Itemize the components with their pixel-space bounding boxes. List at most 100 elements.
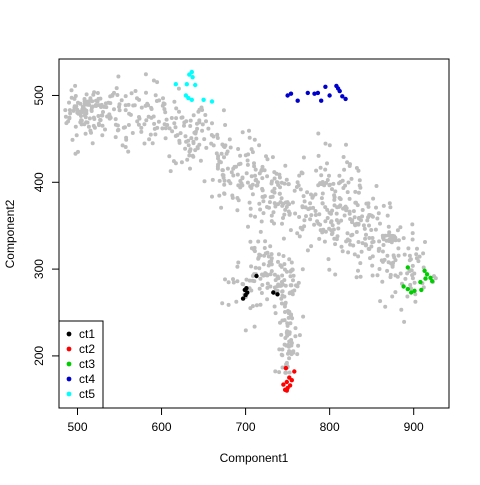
background-point — [432, 274, 436, 279]
background-point — [237, 162, 241, 167]
legend-marker-ct1 — [66, 331, 72, 337]
background-point — [202, 137, 207, 142]
background-point — [222, 191, 227, 196]
background-point — [297, 333, 302, 338]
background-point — [152, 126, 157, 131]
background-point — [318, 228, 323, 233]
background-point — [260, 194, 265, 199]
background-point — [200, 122, 205, 127]
background-point — [278, 185, 282, 190]
background-point — [370, 263, 375, 268]
background-point — [279, 280, 284, 285]
background-point — [309, 213, 314, 218]
background-point — [139, 105, 144, 110]
background-point — [101, 110, 105, 114]
background-point — [406, 246, 411, 251]
background-point — [198, 158, 203, 163]
background-point — [94, 104, 99, 108]
background-point — [177, 138, 182, 143]
background-point — [84, 92, 89, 97]
background-point — [202, 179, 207, 184]
background-point — [407, 258, 412, 263]
background-point — [301, 194, 306, 199]
background-point — [347, 238, 352, 243]
y-axis-label: Component2 — [3, 199, 17, 268]
background-point — [325, 216, 330, 220]
data-point-ct2 — [283, 365, 289, 371]
background-point — [178, 131, 183, 136]
background-point — [150, 141, 155, 146]
background-point — [254, 183, 259, 188]
background-point — [304, 214, 308, 219]
background-point — [92, 90, 97, 95]
background-point — [257, 201, 262, 206]
background-point — [265, 174, 270, 179]
background-point — [287, 356, 292, 361]
background-point — [135, 119, 140, 124]
background-point — [142, 141, 147, 146]
background-point — [310, 195, 315, 200]
background-point — [300, 205, 305, 210]
background-point — [253, 167, 258, 172]
background-point — [179, 160, 184, 165]
background-point — [416, 259, 421, 264]
background-point — [273, 278, 278, 283]
data-point-ct3 — [419, 287, 424, 293]
background-point — [345, 160, 350, 165]
data-point-ct5 — [189, 97, 194, 103]
background-point — [90, 99, 95, 104]
background-point — [364, 243, 369, 248]
legend-label-ct1: ct1 — [79, 327, 95, 341]
background-point — [144, 90, 148, 95]
legend-marker-ct5 — [66, 391, 72, 397]
background-point — [371, 239, 376, 244]
data-point-ct4 — [285, 93, 290, 98]
background-point — [387, 230, 392, 235]
background-point — [91, 115, 96, 120]
background-point — [276, 252, 281, 257]
background-point — [184, 139, 189, 144]
background-point — [96, 114, 101, 118]
background-point — [275, 180, 280, 185]
background-point — [184, 119, 189, 124]
background-point — [374, 205, 378, 210]
background-point — [244, 171, 249, 176]
background-point — [291, 278, 295, 283]
background-point — [257, 266, 262, 271]
background-point — [272, 201, 277, 206]
background-point — [210, 194, 214, 199]
background-point — [303, 205, 308, 210]
background-point — [360, 214, 365, 219]
background-point — [238, 153, 243, 158]
background-point — [197, 120, 202, 125]
background-point — [283, 207, 288, 212]
background-point — [348, 242, 353, 247]
background-point — [410, 222, 415, 227]
background-point — [412, 271, 417, 276]
background-point — [66, 119, 71, 124]
background-point — [88, 96, 93, 101]
background-point — [210, 121, 214, 126]
background-point — [377, 267, 382, 271]
background-point — [369, 228, 374, 232]
background-point — [160, 126, 165, 131]
background-point — [164, 117, 169, 122]
background-point — [347, 164, 352, 168]
background-point — [381, 243, 386, 247]
background-point — [291, 273, 296, 278]
background-point — [226, 302, 231, 307]
background-point — [189, 136, 194, 141]
background-point — [231, 280, 236, 285]
background-point — [396, 253, 401, 258]
background-point — [385, 213, 390, 218]
background-point — [272, 221, 276, 226]
background-point — [84, 120, 89, 125]
background-point — [396, 246, 401, 251]
background-point — [75, 107, 80, 112]
background-point — [341, 206, 345, 211]
background-point — [71, 108, 76, 113]
background-point — [254, 303, 259, 308]
background-point — [269, 262, 274, 267]
background-point — [143, 72, 148, 77]
background-point — [347, 211, 352, 216]
